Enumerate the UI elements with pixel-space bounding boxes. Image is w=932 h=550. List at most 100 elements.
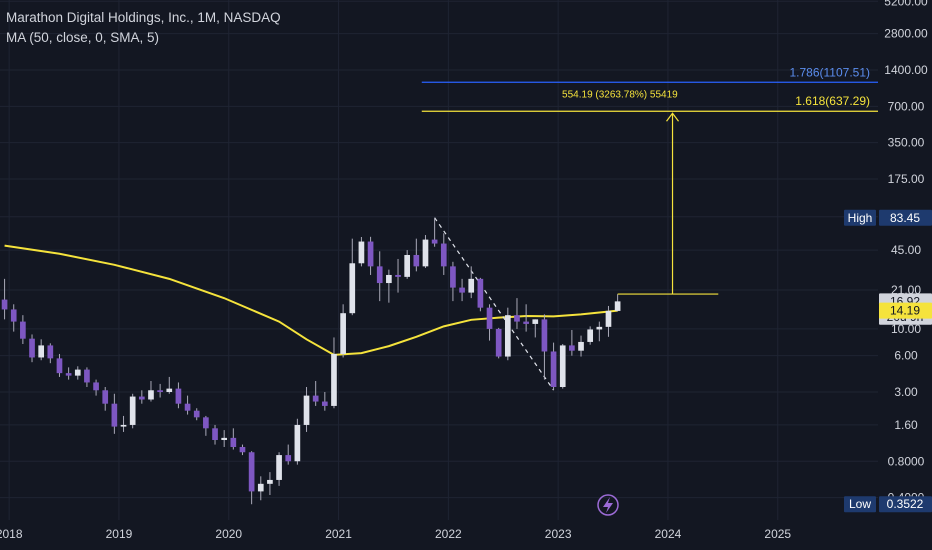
candle[interactable] <box>321 401 328 406</box>
price-tag-low-bg <box>844 496 876 513</box>
x-tick-label: 2023 <box>545 527 572 541</box>
candle[interactable] <box>221 437 228 441</box>
x-tick-label: 2020 <box>215 527 242 541</box>
y-tick-label: 10.00 <box>891 322 921 336</box>
fib-label: 1.618(637.29) <box>795 94 870 108</box>
candle[interactable] <box>550 351 557 388</box>
x-tick-label: 2019 <box>106 527 133 541</box>
candle[interactable] <box>294 424 301 462</box>
candle[interactable] <box>559 345 566 388</box>
y-tick-label: 2800.00 <box>884 27 928 41</box>
candle[interactable] <box>395 274 401 277</box>
candle[interactable] <box>422 239 429 267</box>
y-tick-label: 0.8000 <box>888 454 925 468</box>
candle[interactable] <box>248 452 255 492</box>
candle[interactable] <box>120 424 127 427</box>
candle[interactable] <box>193 410 200 418</box>
candle[interactable] <box>468 278 475 293</box>
candle[interactable] <box>376 266 383 284</box>
candle[interactable] <box>349 263 356 314</box>
candle[interactable] <box>175 388 182 404</box>
candle[interactable] <box>523 321 529 324</box>
candle[interactable] <box>386 274 392 284</box>
candle[interactable] <box>514 315 520 322</box>
candle[interactable] <box>148 390 154 400</box>
candle[interactable] <box>541 319 548 352</box>
candle[interactable] <box>587 329 594 342</box>
candle[interactable] <box>431 239 438 244</box>
candle[interactable] <box>614 301 621 311</box>
candle[interactable] <box>29 338 35 358</box>
projection-arrow-head <box>666 112 680 122</box>
candle[interactable] <box>605 310 612 327</box>
candle[interactable] <box>102 390 109 404</box>
candle[interactable] <box>276 455 282 480</box>
candle[interactable] <box>486 307 493 329</box>
candle[interactable] <box>56 358 63 374</box>
candle[interactable] <box>65 373 72 376</box>
candle[interactable] <box>10 309 17 322</box>
candle[interactable] <box>569 345 575 351</box>
candle[interactable] <box>413 254 420 267</box>
candle[interactable] <box>578 341 584 351</box>
candle[interactable] <box>20 321 26 339</box>
price-label-ma: 14.19 <box>890 304 920 318</box>
candle[interactable] <box>303 395 310 425</box>
candle[interactable] <box>38 345 45 358</box>
candle[interactable] <box>404 254 411 277</box>
x-tick-label: 2018 <box>0 527 23 541</box>
candle[interactable] <box>257 483 264 492</box>
candle[interactable] <box>596 326 603 330</box>
price-tag-low: Low <box>849 497 871 511</box>
candle[interactable] <box>367 241 374 267</box>
x-tick-label: 2022 <box>435 527 462 541</box>
x-tick-label: 2024 <box>655 527 682 541</box>
x-tick-label: 2021 <box>325 527 352 541</box>
candle[interactable] <box>440 243 447 267</box>
dashed-trendline[interactable] <box>434 217 555 391</box>
candle[interactable] <box>532 319 539 324</box>
price-label-low: 0.3522 <box>887 497 924 511</box>
candle[interactable] <box>495 328 502 357</box>
candle[interactable] <box>331 353 337 406</box>
candle[interactable] <box>459 287 465 293</box>
candle[interactable] <box>230 437 237 448</box>
candle[interactable] <box>47 345 54 359</box>
lightning-icon[interactable] <box>597 494 619 516</box>
y-tick-label: 1.60 <box>894 418 918 432</box>
indicator-label[interactable]: MA (50, close, 0, SMA, 5) <box>6 30 160 45</box>
candle[interactable] <box>212 428 218 441</box>
candle[interactable] <box>267 479 273 484</box>
y-tick-label: 45.00 <box>891 243 921 257</box>
ma-line[interactable] <box>4 244 618 356</box>
candle[interactable] <box>312 395 319 402</box>
candle[interactable] <box>93 382 99 391</box>
candle[interactable] <box>111 403 118 427</box>
candle[interactable] <box>84 369 90 383</box>
y-tick-label: 700.00 <box>888 99 925 113</box>
candle[interactable] <box>184 403 191 411</box>
chart-title[interactable]: Marathon Digital Holdings, Inc., 1M, NAS… <box>6 10 281 25</box>
y-tick-label: 5200.00 <box>884 0 928 8</box>
y-tick-label: 350.00 <box>888 136 925 150</box>
candle[interactable] <box>340 313 346 354</box>
candle[interactable] <box>504 315 511 357</box>
candle[interactable] <box>358 241 365 264</box>
candle[interactable] <box>203 417 209 429</box>
candle[interactable] <box>239 447 246 453</box>
candle[interactable] <box>1 299 8 310</box>
projection-label: 554.19 (3263.78%) 55419 <box>562 89 678 100</box>
candle[interactable] <box>285 455 292 462</box>
candle[interactable] <box>450 266 456 288</box>
y-tick-label: 1400.00 <box>884 63 928 77</box>
candle[interactable] <box>166 388 173 392</box>
price-tag-high-bg <box>844 209 876 226</box>
candle[interactable] <box>74 369 81 376</box>
price-label-ma-bg <box>879 302 932 319</box>
candle[interactable] <box>477 278 484 308</box>
candle[interactable] <box>129 396 136 425</box>
candle[interactable] <box>157 390 163 392</box>
candle[interactable] <box>138 396 145 400</box>
